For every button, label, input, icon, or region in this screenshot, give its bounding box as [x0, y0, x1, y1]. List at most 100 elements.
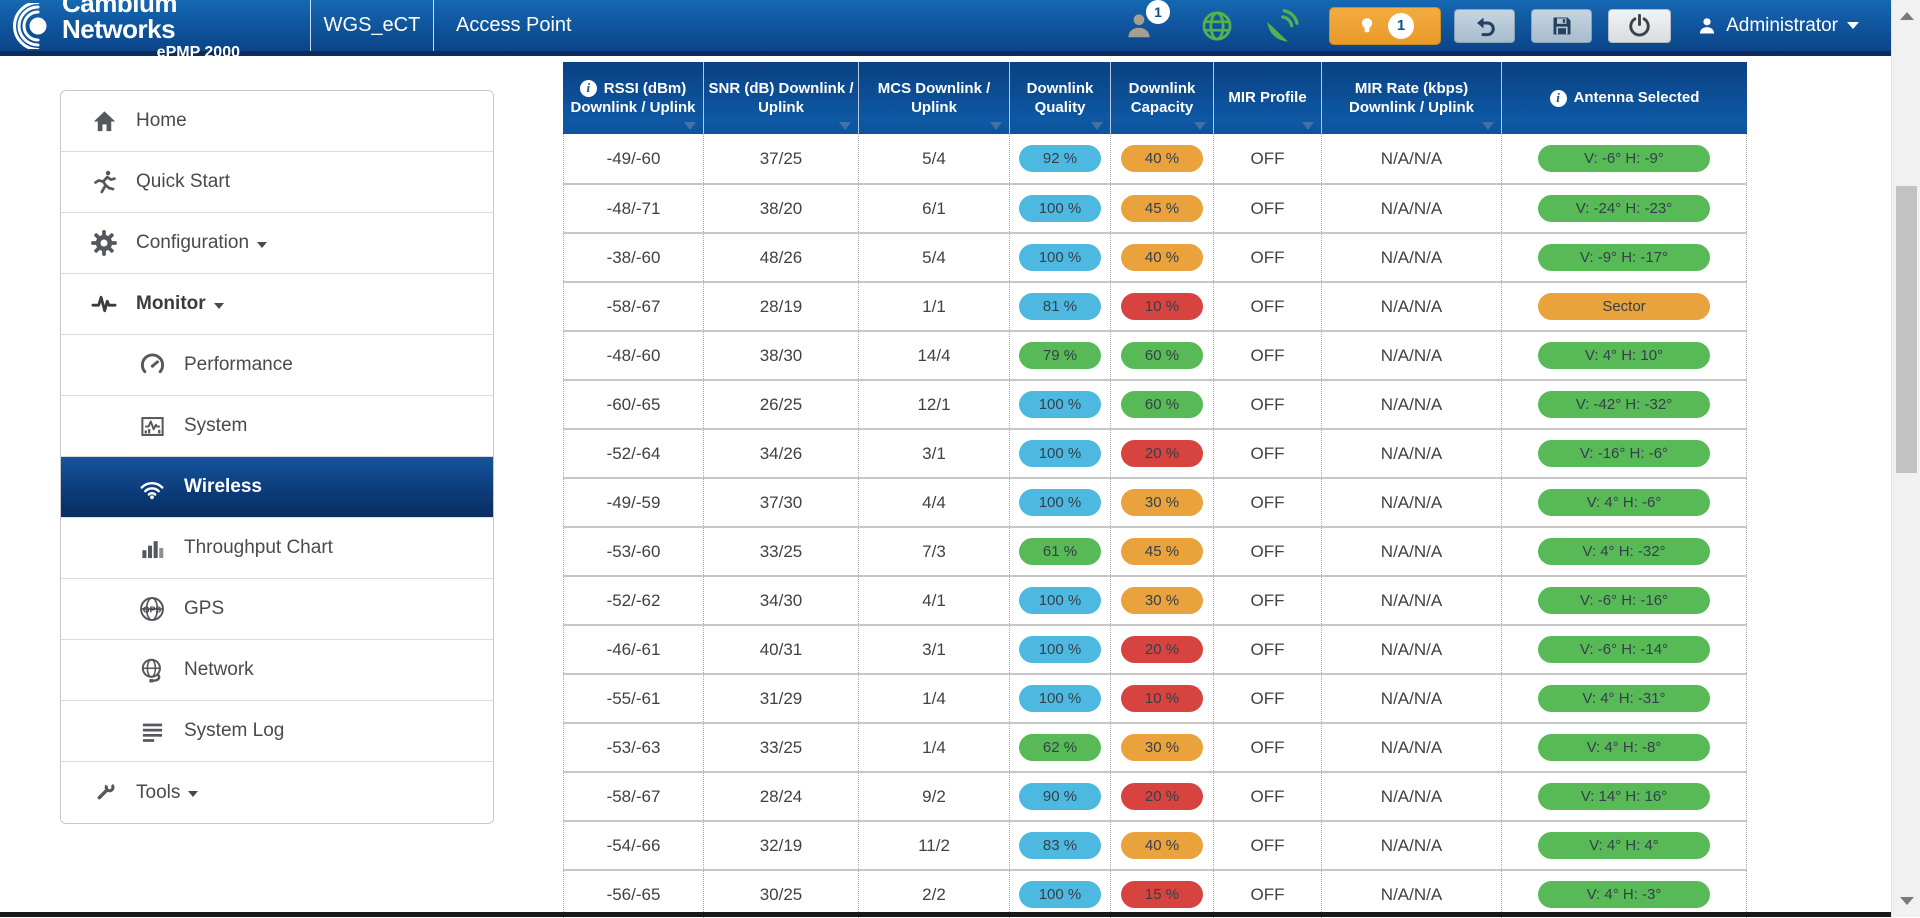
sort-arrow-icon[interactable] [839, 122, 851, 130]
wireless-status-button[interactable] [1262, 8, 1299, 44]
scroll-down-icon[interactable] [1900, 897, 1914, 905]
quality-badge: 100 % [1019, 440, 1101, 467]
svg-text:GPS: GPS [143, 604, 161, 614]
cell-mcs: 5/4 [859, 234, 1010, 281]
cell-mcs: 9/2 [859, 773, 1010, 820]
antenna-badge: V: -6° H: -16° [1538, 587, 1710, 614]
cell-rssi: -60/-65 [563, 381, 704, 428]
cell-snr: 32/19 [704, 822, 859, 869]
capacity-badge: 45 % [1121, 538, 1203, 565]
column-header-mir-rate[interactable]: MIR Rate (kbps) Downlink / Uplink [1322, 62, 1502, 134]
cell-mcs: 1/1 [859, 283, 1010, 330]
table-row: -49/-59 37/30 4/4 100 % 30 % OFF N/A/N/A… [563, 477, 1747, 526]
cell-downlink-capacity: 40 % [1111, 234, 1214, 281]
sidebar-item-system[interactable]: System [61, 396, 493, 457]
sidebar-item-system-log[interactable]: System Log [61, 701, 493, 762]
column-header-rssi[interactable]: i RSSI (dBm) Downlink / Uplink [563, 62, 704, 134]
column-header-mir-profile[interactable]: MIR Profile [1214, 62, 1322, 134]
cell-mir-profile: OFF [1214, 773, 1322, 820]
cell-mir-profile: OFF [1214, 871, 1322, 918]
cell-snr: 37/25 [704, 134, 859, 183]
table-row: -56/-65 30/25 2/2 100 % 15 % OFF N/A/N/A… [563, 869, 1747, 918]
scrollbar-thumb[interactable] [1896, 186, 1917, 473]
sidebar-item-home[interactable]: Home [61, 91, 493, 152]
cell-mir-profile: OFF [1214, 822, 1322, 869]
sidebar-item-network[interactable]: Network [61, 640, 493, 701]
capacity-badge: 45 % [1121, 195, 1203, 222]
cell-downlink-capacity: 45 % [1111, 185, 1214, 232]
cell-downlink-capacity: 40 % [1111, 134, 1214, 183]
cambium-logo-icon [12, 3, 52, 49]
sidebar-item-configuration[interactable]: Configuration [61, 213, 493, 274]
cell-mcs: 4/1 [859, 577, 1010, 624]
sort-arrow-icon[interactable] [990, 122, 1002, 130]
sidebar-item-performance[interactable]: Performance [61, 335, 493, 396]
cell-mir-rate: N/A/N/A [1322, 381, 1502, 428]
cell-downlink-quality: 92 % [1010, 134, 1111, 183]
sort-arrow-icon[interactable] [1302, 122, 1314, 130]
cell-mir-rate: N/A/N/A [1322, 283, 1502, 330]
capacity-badge: 40 % [1121, 832, 1203, 859]
undo-button[interactable] [1454, 9, 1515, 43]
vertical-scrollbar[interactable] [1891, 0, 1920, 917]
cell-mir-profile: OFF [1214, 528, 1322, 575]
column-header-downlink-capacity[interactable]: Downlink Capacity [1111, 62, 1214, 134]
cell-downlink-capacity: 20 % [1111, 430, 1214, 477]
cell-downlink-capacity: 40 % [1111, 822, 1214, 869]
cell-antenna-selected: V: 4° H: -6° [1502, 479, 1747, 526]
cell-mir-rate: N/A/N/A [1322, 185, 1502, 232]
scroll-up-icon[interactable] [1900, 12, 1914, 20]
cell-downlink-quality: 100 % [1010, 381, 1111, 428]
column-header-snr[interactable]: SNR (dB) Downlink / Uplink [704, 62, 859, 134]
column-header-downlink-quality[interactable]: Downlink Quality [1010, 62, 1111, 134]
capacity-badge: 10 % [1121, 685, 1203, 712]
power-button[interactable] [1608, 9, 1671, 43]
globe-icon [1200, 9, 1234, 43]
sidebar-item-tools[interactable]: Tools [61, 762, 493, 823]
save-button[interactable] [1531, 9, 1592, 43]
cell-mir-rate: N/A/N/A [1322, 430, 1502, 477]
quality-badge: 92 % [1019, 145, 1101, 172]
cell-antenna-selected: V: 4° H: 10° [1502, 332, 1747, 379]
cell-mir-rate: N/A/N/A [1322, 773, 1502, 820]
user-sessions-button[interactable]: 1 [1124, 10, 1154, 42]
capacity-badge: 30 % [1121, 587, 1203, 614]
antenna-badge: V: -24° H: -23° [1538, 195, 1710, 222]
sidebar-item-monitor[interactable]: Monitor [61, 274, 493, 335]
cell-antenna-selected: V: 4° H: 4° [1502, 822, 1747, 869]
cell-snr: 28/24 [704, 773, 859, 820]
cell-mir-profile: OFF [1214, 381, 1322, 428]
quality-badge: 100 % [1019, 489, 1101, 516]
web-status-button[interactable] [1200, 9, 1234, 43]
table-row: -48/-71 38/20 6/1 100 % 45 % OFF N/A/N/A… [563, 183, 1747, 232]
cell-antenna-selected: V: -24° H: -23° [1502, 185, 1747, 232]
cell-downlink-quality: 61 % [1010, 528, 1111, 575]
cell-downlink-quality: 100 % [1010, 626, 1111, 673]
top-navbar: Cambium Networks ePMP 2000 WGS_eCT Acces… [0, 0, 1891, 56]
sort-arrow-icon[interactable] [1091, 122, 1103, 130]
cell-mir-profile: OFF [1214, 724, 1322, 771]
sort-arrow-icon[interactable] [1194, 122, 1206, 130]
info-icon: i [580, 80, 597, 97]
sidebar-item-gps[interactable]: GPS GPS [61, 579, 493, 640]
cell-mcs: 5/4 [859, 134, 1010, 183]
sidebar-item-throughput-chart[interactable]: Throughput Chart [61, 518, 493, 579]
capacity-badge: 40 % [1121, 145, 1203, 172]
cell-snr: 33/25 [704, 528, 859, 575]
sidebar-item-quick-start[interactable]: Configuration Quick Start [61, 152, 493, 213]
account-menu[interactable]: Administrator [1697, 15, 1859, 37]
save-icon [1550, 14, 1574, 38]
device-name: WGS_eCT [311, 14, 433, 37]
cell-downlink-quality: 90 % [1010, 773, 1111, 820]
alerts-button[interactable]: 1 [1329, 7, 1441, 45]
sidebar-item-wireless[interactable]: Wireless [61, 457, 493, 518]
column-header-mcs[interactable]: MCS Downlink / Uplink [859, 62, 1010, 134]
cell-antenna-selected: V: -6° H: -16° [1502, 577, 1747, 624]
sort-arrow-icon[interactable] [684, 122, 696, 130]
column-header-antenna-selected[interactable]: i Antenna Selected [1502, 62, 1747, 134]
cell-mir-profile: OFF [1214, 185, 1322, 232]
satellite-dish-icon [1262, 8, 1299, 44]
antenna-badge: V: -6° H: -9° [1538, 145, 1710, 172]
antenna-badge: V: 4° H: -32° [1538, 538, 1710, 565]
sort-arrow-icon[interactable] [1482, 122, 1494, 130]
